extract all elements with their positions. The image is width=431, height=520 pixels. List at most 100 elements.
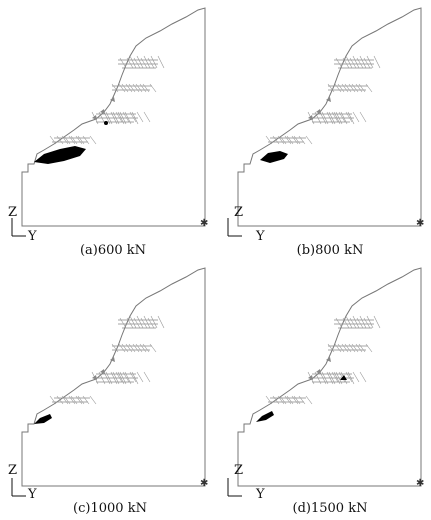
anchor-head xyxy=(308,375,313,380)
anchor-head xyxy=(316,109,321,114)
anchor-mesh xyxy=(359,371,367,383)
anchor-mesh xyxy=(129,55,137,69)
anchor-mesh xyxy=(321,111,329,125)
failure-zone-b xyxy=(260,151,288,163)
anchor-head xyxy=(110,97,115,102)
slope-model-a: ✱ xyxy=(11,7,208,237)
anchor-mesh xyxy=(284,135,292,145)
anchor-mesh xyxy=(314,111,322,125)
anchor-mesh xyxy=(265,135,273,145)
anchor-mesh xyxy=(110,111,118,125)
anchor-mesh xyxy=(277,135,285,145)
anchor-mesh xyxy=(345,371,353,383)
anchor-mesh xyxy=(139,83,147,93)
support-marker: ✱ xyxy=(200,478,208,489)
anchor-mesh xyxy=(327,83,335,93)
anchor-mesh xyxy=(359,111,367,123)
anchor-mesh xyxy=(363,57,371,69)
anchor-mesh xyxy=(118,83,126,93)
anchor-mesh xyxy=(314,371,322,385)
anchor-mesh xyxy=(326,371,334,385)
panel-b: ✱ Z Y (b)800 kN xyxy=(216,0,431,260)
failure-zone-d xyxy=(256,375,347,422)
anchor-mesh xyxy=(143,371,151,383)
anchor-mesh xyxy=(342,317,350,329)
anchor-mesh xyxy=(344,343,352,353)
anchor-mesh xyxy=(49,135,57,145)
axis-triad xyxy=(227,478,242,497)
anchor-head xyxy=(316,369,321,374)
anchor-mesh xyxy=(328,111,336,125)
axis-label-z: Z xyxy=(8,205,18,220)
anchor-mesh xyxy=(56,135,64,145)
caption-b: (b)800 kN xyxy=(296,243,364,258)
support-marker: ✱ xyxy=(200,218,208,229)
slope-model-c: ✱ xyxy=(11,267,208,497)
axis-label-y: Y xyxy=(28,229,37,244)
anchor-mesh xyxy=(61,395,69,405)
anchor-mesh xyxy=(355,343,363,353)
anchor-mesh xyxy=(365,343,373,353)
anchor-mesh xyxy=(366,55,374,69)
anchor-mesh xyxy=(136,55,144,69)
anchor-mesh xyxy=(68,135,76,145)
anchor-mesh xyxy=(75,135,83,145)
anchor-mesh xyxy=(143,111,151,123)
anchor-mesh xyxy=(373,315,381,329)
anchor-mesh xyxy=(132,343,140,353)
anchor-mesh xyxy=(337,343,345,353)
anchor-mesh xyxy=(349,317,357,329)
anchor-mesh xyxy=(347,371,355,385)
anchor-mesh xyxy=(56,395,64,405)
anchor-mesh xyxy=(284,395,292,405)
anchor-mesh xyxy=(89,395,97,405)
anchor-mesh xyxy=(125,343,133,353)
anchor-mesh xyxy=(337,83,345,93)
anchor-mesh xyxy=(286,395,294,405)
anchor-mesh xyxy=(291,135,299,145)
anchor-mesh xyxy=(124,371,132,385)
anchor-mesh xyxy=(305,395,313,405)
anchor-head xyxy=(100,369,105,374)
anchor-mesh xyxy=(125,83,133,93)
anchor-mesh xyxy=(333,371,341,385)
anchor-mesh xyxy=(335,371,343,385)
caption-c: (c)1000 kN xyxy=(73,501,147,516)
caption-a: (a)600 kN xyxy=(79,243,147,258)
anchor-mesh xyxy=(82,395,90,405)
panel-a: ✱ Z Y (a)600 kN xyxy=(0,0,215,260)
anchor-mesh xyxy=(356,57,364,69)
anchor-mesh xyxy=(128,343,136,353)
anchor-mesh xyxy=(277,395,285,405)
anchor-mesh xyxy=(142,343,150,353)
anchor-mesh xyxy=(126,317,134,329)
anchor-mesh xyxy=(136,315,144,329)
anchor-mesh xyxy=(157,315,165,329)
anchor-mesh xyxy=(129,371,137,383)
axis-label-y: Y xyxy=(256,487,265,502)
anchor-mesh xyxy=(352,315,360,329)
anchor-mesh xyxy=(49,395,57,405)
anchor-mesh xyxy=(366,315,374,329)
anchor-mesh xyxy=(305,135,313,145)
failure-zone-a xyxy=(34,121,108,164)
anchor-mesh xyxy=(150,315,158,329)
anchor-mesh xyxy=(359,315,367,329)
anchor-mesh xyxy=(335,317,343,329)
anchor-head xyxy=(110,357,115,362)
anchor-mesh xyxy=(348,343,356,353)
anchor-mesh xyxy=(143,55,151,69)
slope-model-d: ✱ xyxy=(227,267,424,497)
anchor-head xyxy=(308,115,313,120)
anchor-mesh xyxy=(135,83,143,93)
anchor-mesh xyxy=(129,315,137,329)
anchor-mesh xyxy=(117,371,125,385)
anchor-mesh xyxy=(63,135,71,145)
anchor-mesh xyxy=(121,83,129,93)
anchor-mesh xyxy=(351,343,359,353)
anchor-mesh xyxy=(328,371,336,385)
support-marker: ✱ xyxy=(416,218,424,229)
anchor-mesh xyxy=(355,83,363,93)
anchor-mesh xyxy=(157,55,165,69)
anchor-mesh xyxy=(359,55,367,69)
